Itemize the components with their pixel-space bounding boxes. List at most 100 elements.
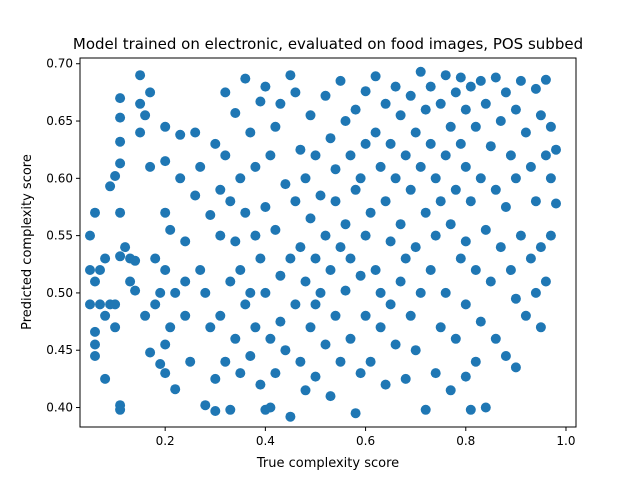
scatter-point: [340, 219, 351, 230]
chart-title: Model trained on electronic, evaluated o…: [73, 35, 583, 53]
scatter-point: [330, 164, 341, 175]
scatter-point: [290, 87, 301, 98]
scatter-point: [430, 368, 441, 379]
scatter-point: [160, 156, 171, 167]
scatter-point: [460, 104, 471, 115]
scatter-point: [345, 150, 356, 161]
scatter-point: [395, 276, 406, 287]
y-tick-label: 0.60: [46, 171, 73, 185]
scatter-point: [405, 310, 416, 321]
scatter-point: [360, 230, 371, 241]
scatter-point: [540, 276, 551, 287]
scatter-point: [365, 207, 376, 218]
scatter-point: [515, 75, 526, 86]
scatter-point: [470, 121, 481, 132]
scatter-point: [105, 181, 116, 192]
scatter-point: [90, 207, 100, 218]
x-axis-label: True complexity score: [256, 456, 399, 471]
scatter-point: [450, 333, 461, 344]
scatter-point: [210, 406, 221, 416]
scatter-point: [255, 379, 266, 390]
scatter-point: [450, 87, 461, 98]
scatter-point: [440, 287, 451, 298]
scatter-point: [240, 73, 251, 84]
scatter-point: [265, 333, 276, 344]
scatter-point: [435, 196, 446, 207]
scatter-point: [230, 333, 241, 344]
scatter-point: [525, 253, 536, 264]
scatter-point: [385, 236, 396, 247]
scatter-point: [460, 236, 471, 247]
scatter-point: [200, 400, 211, 411]
scatter-point: [310, 253, 321, 264]
scatter-point: [445, 121, 456, 132]
plot-frame: [79, 57, 577, 428]
scatter-point: [235, 265, 246, 275]
scatter-point: [510, 362, 521, 373]
scatter-point: [455, 138, 466, 149]
scatter-point: [510, 104, 521, 115]
scatter-point: [440, 150, 451, 161]
scatter-point: [285, 253, 296, 264]
scatter-point: [545, 121, 556, 132]
scatter-point: [170, 287, 181, 298]
scatter-point: [225, 196, 236, 207]
scatter-point: [275, 98, 286, 109]
scatter-point: [551, 198, 561, 209]
scatter-point: [420, 104, 431, 115]
x-tick-label: 0.6: [356, 434, 375, 448]
scatter-point: [280, 179, 291, 190]
scatter-point: [465, 81, 476, 92]
scatter-point: [355, 368, 366, 379]
scatter-point: [85, 265, 95, 275]
scatter-point: [175, 129, 186, 140]
scatter-point: [400, 150, 411, 161]
scatter-point: [95, 299, 105, 310]
scatter-point: [370, 265, 381, 275]
scatter-point: [255, 253, 266, 264]
scatter-point: [130, 285, 141, 296]
scatter-point: [100, 373, 111, 384]
x-tick-label: 1.0: [556, 434, 575, 448]
scatter-point: [415, 287, 426, 298]
scatter-point: [380, 379, 391, 390]
scatter-point: [450, 184, 461, 195]
scatter-point: [460, 299, 471, 310]
scatter-point: [90, 276, 100, 287]
scatter-point: [370, 71, 381, 82]
scatter-point: [355, 270, 366, 281]
scatter-point: [180, 236, 191, 247]
x-tick-label: 0.4: [256, 434, 275, 448]
scatter-point: [310, 371, 321, 382]
scatter-point: [145, 161, 156, 172]
scatter-point: [335, 75, 346, 86]
scatter-point: [390, 339, 401, 350]
scatter-point: [160, 207, 171, 218]
scatter-point: [115, 404, 126, 415]
scatter-point: [410, 242, 421, 253]
scatter-point: [260, 287, 271, 298]
scatter-point: [520, 127, 531, 138]
scatter-point: [530, 287, 541, 298]
scatter-point: [250, 161, 261, 172]
scatter-point: [180, 310, 191, 321]
scatter-point: [300, 173, 311, 184]
scatter-points: [85, 66, 561, 422]
scatter-point: [225, 276, 236, 287]
scatter-point: [465, 196, 476, 207]
scatter-point: [365, 356, 376, 367]
y-tick-label: 0.45: [46, 343, 73, 357]
scatter-point: [310, 150, 321, 161]
scatter-point: [440, 70, 451, 81]
scatter-point: [460, 371, 471, 382]
scatter-point: [160, 121, 171, 132]
scatter-point: [410, 127, 421, 138]
scatter-point: [530, 83, 541, 94]
scatter-point: [380, 98, 391, 109]
scatter-point: [215, 184, 226, 195]
scatter-point: [495, 242, 506, 253]
scatter-point: [175, 173, 186, 184]
scatter-point: [500, 87, 511, 98]
scatter-point: [185, 356, 196, 367]
